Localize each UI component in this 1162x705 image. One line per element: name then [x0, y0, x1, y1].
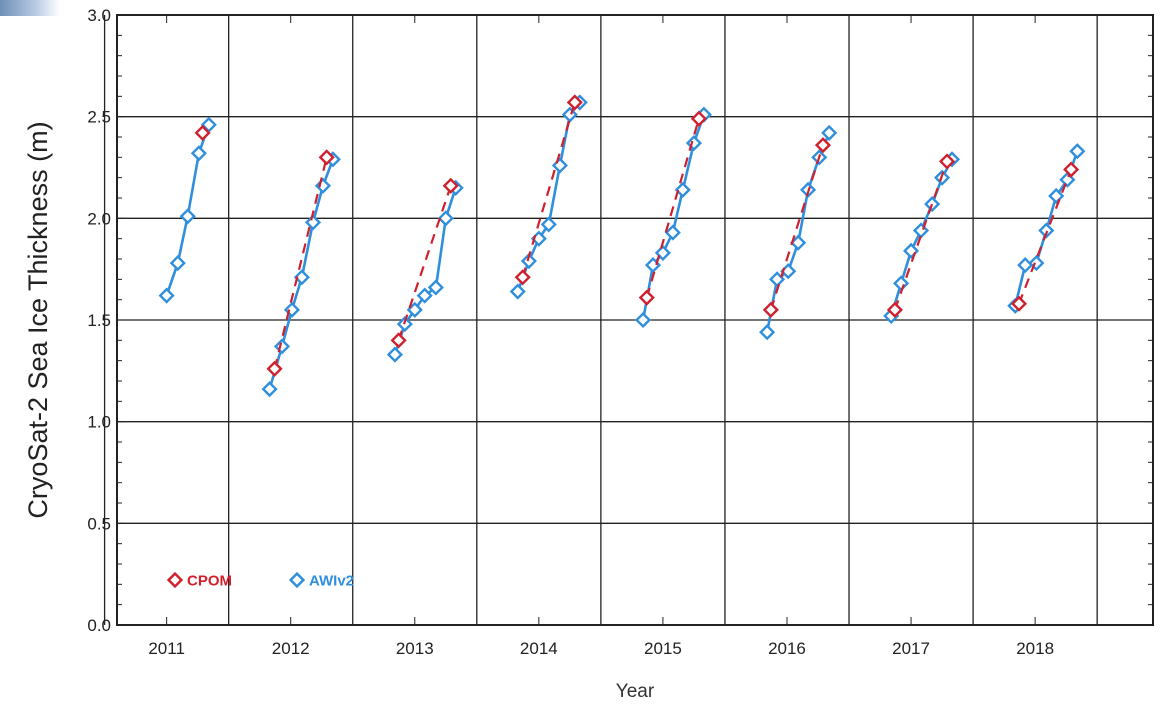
- data-point-cpom: [1063, 161, 1080, 178]
- data-point-awiv2: [261, 381, 278, 398]
- data-point-awiv2: [1017, 257, 1034, 274]
- y-tick-label: 2.0: [87, 209, 111, 228]
- data-point-awiv2: [406, 301, 423, 318]
- data-point-awiv2: [635, 311, 652, 329]
- y-tick-label: 0.0: [87, 616, 111, 635]
- data-point-cpom: [390, 332, 407, 349]
- data-point-awiv2: [540, 216, 557, 233]
- data-point-cpom: [886, 301, 903, 318]
- series-line-cpom: [273, 157, 328, 370]
- series-awiv2: [158, 94, 1086, 398]
- series-line-cpom: [769, 144, 825, 311]
- y-tick-label: 1.5: [87, 311, 111, 330]
- series-line-cpom: [645, 118, 700, 298]
- data-point-awiv2: [664, 224, 681, 241]
- y-tick-label: 0.5: [87, 514, 111, 533]
- data-point-cpom: [814, 137, 832, 154]
- data-point-cpom: [938, 153, 956, 170]
- data-point-awiv2: [427, 279, 444, 296]
- data-point-awiv2: [190, 145, 207, 162]
- tick-labels: 2011 2012 2013 2014 2015 2016 2017 2018 0.0 0.5 1.…: [87, 6, 1054, 658]
- data-point-awiv2: [769, 271, 786, 288]
- plot-frame: [116, 14, 1154, 626]
- data-point-cpom: [194, 124, 211, 141]
- data-point-cpom: [566, 94, 583, 111]
- data-point-awiv2: [821, 124, 838, 141]
- x-tick-label: 2018: [1016, 639, 1054, 658]
- data-point-awiv2: [759, 324, 776, 341]
- data-point-awiv2: [520, 252, 537, 270]
- data-point-awiv2: [924, 196, 941, 213]
- x-tick-label: 2015: [644, 639, 682, 658]
- series-line-cpom: [397, 185, 452, 341]
- corner-image-fragment: [0, 0, 60, 16]
- series-line-cpom: [1017, 169, 1073, 305]
- data-point-awiv2: [273, 338, 291, 355]
- data-point-awiv2: [902, 242, 920, 259]
- series-line-cpom: [893, 161, 949, 311]
- data-point-awiv2: [437, 210, 454, 227]
- data-point-awiv2: [893, 275, 910, 292]
- legend-item-cpom: CPOM: [166, 571, 232, 590]
- legend: CPOM AWIv2: [166, 571, 354, 590]
- grid: [103, 15, 1153, 625]
- legend-marker-cpom: [166, 571, 184, 589]
- x-tick-label: 2016: [768, 639, 806, 658]
- legend-label-awiv2: AWIv2: [309, 573, 354, 590]
- data-point-cpom: [442, 177, 459, 194]
- y-tick-label: 1.0: [87, 413, 111, 432]
- x-tick-label: 2012: [272, 639, 310, 658]
- legend-marker-awiv2: [288, 571, 306, 589]
- data-point-awiv2: [780, 263, 797, 280]
- data-point-cpom: [1010, 295, 1028, 312]
- data-point-cpom: [266, 360, 283, 377]
- series: [158, 94, 1086, 398]
- x-axis-label: Year: [616, 681, 655, 702]
- data-point-awiv2: [790, 234, 807, 251]
- data-point-awiv2: [1048, 187, 1065, 205]
- series-cpom: [194, 94, 1080, 377]
- x-tick-label: 2011: [148, 639, 185, 658]
- y-tick-label: 2.5: [87, 108, 111, 127]
- y-axis-label: CryoSat-2 Sea Ice Thickness (m): [23, 121, 53, 518]
- data-point-awiv2: [304, 214, 322, 231]
- data-point-awiv2: [509, 283, 526, 300]
- data-point-awiv2: [314, 177, 332, 194]
- data-point-awiv2: [416, 287, 433, 304]
- data-point-awiv2: [386, 346, 403, 363]
- y-tick-label: 3.0: [87, 6, 111, 25]
- data-point-awiv2: [169, 255, 186, 272]
- x-tick-label: 2014: [520, 639, 558, 658]
- series-line-cpom: [521, 102, 576, 278]
- data-point-cpom: [318, 149, 335, 166]
- x-tick-label: 2013: [396, 639, 434, 658]
- data-point-cpom: [762, 301, 779, 318]
- legend-item-awiv2: AWIv2: [288, 571, 354, 590]
- data-point-awiv2: [179, 208, 196, 225]
- data-point-awiv2: [674, 181, 691, 198]
- data-point-cpom: [690, 110, 707, 127]
- x-tick-label: 2017: [892, 639, 930, 658]
- data-point-awiv2: [158, 287, 175, 304]
- data-point-cpom: [514, 269, 531, 286]
- data-point-awiv2: [1038, 222, 1055, 239]
- data-point-awiv2: [1069, 143, 1086, 160]
- legend-label-cpom: CPOM: [187, 573, 232, 590]
- data-point-awiv2: [551, 157, 568, 174]
- data-point-cpom: [638, 289, 655, 306]
- data-point-awiv2: [293, 269, 310, 286]
